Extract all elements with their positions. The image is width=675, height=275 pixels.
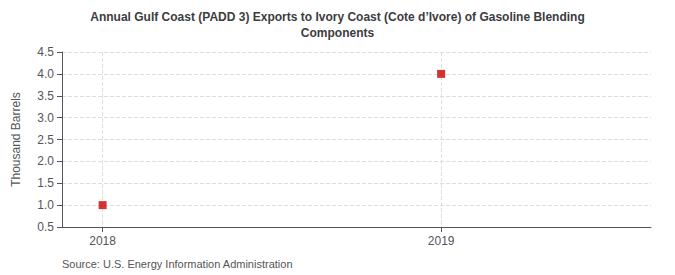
svg-text:Annual Gulf Coast (PADD 3) Exp: Annual Gulf Coast (PADD 3) Exports to Iv… (90, 10, 584, 24)
svg-text:3.0: 3.0 (37, 111, 54, 125)
svg-text:1.5: 1.5 (37, 176, 54, 190)
svg-text:3.5: 3.5 (37, 89, 54, 103)
svg-text:0.5: 0.5 (37, 220, 54, 234)
svg-text:Thousand Barrels: Thousand Barrels (9, 92, 23, 187)
svg-text:2.0: 2.0 (37, 154, 54, 168)
svg-text:4.5: 4.5 (37, 45, 54, 59)
svg-text:4.0: 4.0 (37, 67, 54, 81)
svg-text:1.0: 1.0 (37, 198, 54, 212)
svg-text:2018: 2018 (89, 234, 116, 248)
svg-text:Source: U.S. Energy Informatio: Source: U.S. Energy Information Administ… (62, 258, 293, 270)
svg-text:Components: Components (301, 26, 375, 40)
svg-text:2.5: 2.5 (37, 133, 54, 147)
svg-text:2019: 2019 (428, 234, 455, 248)
